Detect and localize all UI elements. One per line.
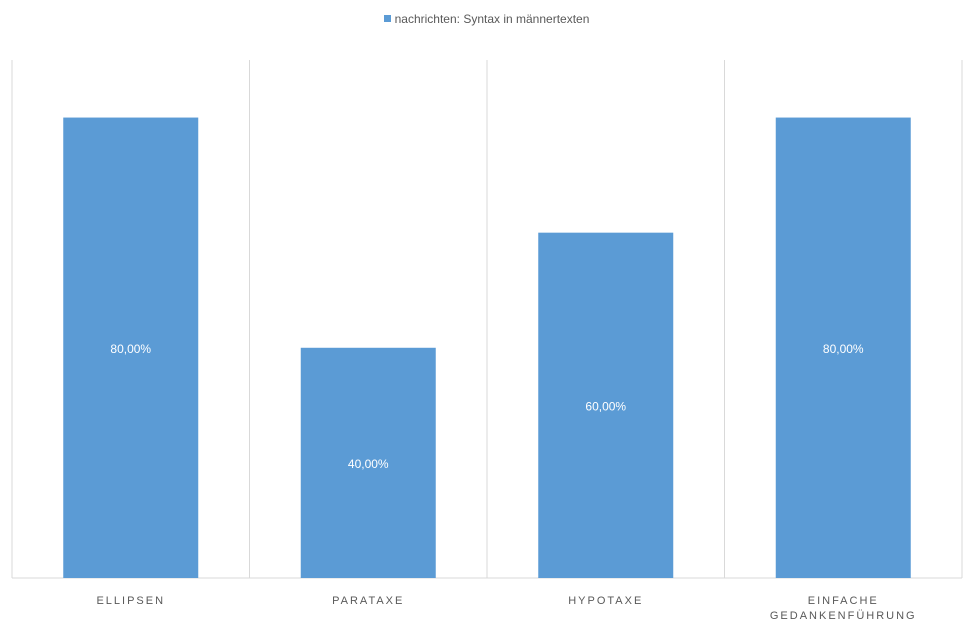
x-tick-label: HYPOTAXE (568, 595, 643, 607)
bar (775, 117, 911, 579)
bar (538, 232, 674, 578)
legend-swatch (383, 15, 391, 22)
data-label: 60,00% (585, 399, 626, 413)
x-tick-label: EINFACHE (808, 595, 879, 607)
x-tick-label: PARATAXE (332, 595, 404, 607)
data-label: 40,00% (348, 457, 389, 471)
bar (300, 347, 436, 578)
x-tick-label: ELLIPSEN (96, 595, 165, 607)
legend: nachrichten: Syntax in männertexten (0, 12, 973, 26)
data-label: 80,00% (823, 342, 864, 356)
x-tick-label: GEDANKENFÜHRUNG (770, 610, 917, 622)
data-label: 80,00% (110, 342, 151, 356)
bar (63, 117, 199, 579)
legend-label: nachrichten: Syntax in männertexten (394, 12, 590, 26)
